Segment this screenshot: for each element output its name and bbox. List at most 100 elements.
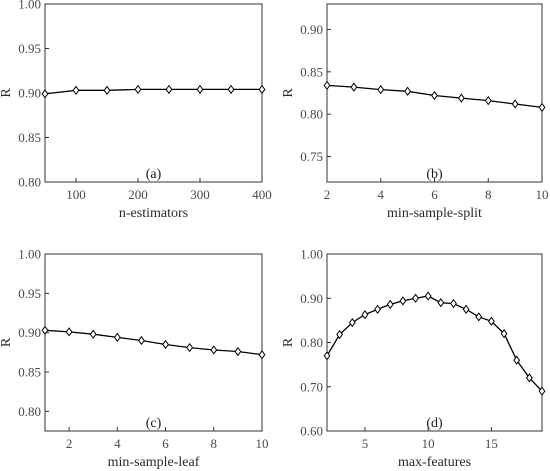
y-tick-label: 1.00 — [18, 247, 41, 262]
y-tick-label: 0.70 — [300, 379, 323, 394]
x-tick-label: 8 — [485, 187, 492, 202]
y-tick-label: 0.90 — [18, 325, 41, 340]
y-tick-label: 1.00 — [300, 247, 323, 262]
data-point-marker — [196, 84, 204, 95]
x-tick-label: 200 — [128, 187, 148, 202]
x-axis-title: min-sample-split — [387, 206, 482, 221]
data-point-marker — [323, 80, 331, 91]
data-point-marker — [437, 298, 445, 308]
x-tick-label: 10 — [256, 436, 269, 451]
y-tick-label: 0.85 — [18, 365, 41, 380]
data-point-marker — [134, 84, 142, 95]
y-tick-label: 0.90 — [18, 86, 41, 101]
data-point-marker — [103, 85, 111, 95]
y-tick-label: 0.80 — [18, 404, 41, 419]
data-point-marker — [210, 345, 218, 355]
data-point-marker — [462, 304, 470, 314]
x-tick-label: 2 — [66, 436, 73, 451]
data-point-marker — [234, 346, 242, 357]
series-line — [326, 295, 543, 392]
x-axis-title: max-features — [398, 455, 471, 470]
data-point-marker — [377, 84, 385, 95]
y-tick-label: 0.60 — [300, 424, 323, 439]
data-point-marker — [450, 298, 457, 309]
chart-panel-3: 2 4 6 8 10 0.80 0.85 0.90 0.95 1.00 (c) min-sample-… — [0, 247, 269, 471]
data-point-marker — [374, 304, 382, 314]
y-tick-label: 0.80 — [300, 335, 323, 350]
data-point-marker — [500, 329, 508, 339]
data-point-marker — [431, 90, 438, 101]
x-tick-label: 400 — [252, 187, 272, 202]
data-point-marker — [386, 299, 394, 310]
data-point-marker — [348, 317, 356, 328]
y-tick-label: 1.00 — [18, 0, 41, 12]
x-tick-label: 15 — [485, 436, 498, 451]
data-point-marker — [412, 293, 419, 303]
x-axis-title: min-sample-leaf — [108, 455, 200, 470]
data-point-marker — [487, 316, 495, 326]
data-point-marker — [424, 291, 432, 301]
y-tick-label: 0.85 — [300, 64, 323, 79]
data-point-marker — [41, 325, 49, 335]
data-point-marker — [457, 93, 465, 103]
data-point-marker — [361, 309, 369, 320]
data-point-marker — [227, 84, 235, 95]
y-tick-label: 0.90 — [300, 291, 323, 306]
data-point-marker — [138, 335, 145, 346]
data-point-marker — [41, 89, 49, 99]
x-tick-label: 6 — [162, 436, 169, 451]
data-point-marker — [65, 327, 73, 337]
data-point-marker — [475, 312, 483, 322]
x-tick-label: 5 — [362, 436, 369, 451]
plot-frame — [44, 3, 263, 183]
x-tick-label: 8 — [211, 436, 218, 451]
y-tick-label: 0.85 — [18, 130, 41, 145]
data-point-marker — [113, 332, 121, 343]
y-tick-label: 0.80 — [300, 107, 323, 122]
x-tick-label: 10 — [422, 436, 435, 451]
data-point-marker — [72, 85, 80, 95]
data-point-marker — [399, 296, 407, 306]
data-point-marker — [404, 86, 412, 96]
y-axis-title: R — [0, 337, 14, 347]
data-point-marker — [350, 82, 358, 92]
chart-panel-2: 2 4 6 8 10 0.75 0.80 0.85 0.90 (b) min-sample-spli… — [281, 3, 549, 221]
x-axis-title: n-estimators — [119, 206, 188, 221]
data-point-marker — [89, 329, 97, 339]
data-point-marker — [258, 84, 266, 95]
data-point-marker — [336, 329, 344, 340]
x-tick-label: 100 — [66, 187, 86, 202]
chart-panel-4: 5 10 15 0.60 0.70 0.80 0.90 1.00 (d) max-features… — [281, 247, 546, 470]
data-point-marker — [538, 386, 546, 396]
panel-label: (d) — [426, 416, 443, 431]
x-tick-label: 2 — [324, 187, 331, 202]
y-tick-label: 0.80 — [18, 175, 41, 190]
y-tick-label: 0.90 — [300, 22, 323, 37]
x-tick-label: 10 — [536, 187, 549, 202]
series-line — [44, 88, 262, 95]
series-line — [44, 329, 263, 356]
chart-panel-1: 100 200 300 400 0.80 0.85 0.90 0.95 1.00 (a) n-est… — [0, 0, 272, 221]
plot-frame — [326, 253, 543, 432]
data-point-marker — [165, 84, 173, 95]
y-tick-label: 0.95 — [18, 41, 41, 56]
x-tick-label: 300 — [190, 187, 210, 202]
y-axis-title: R — [0, 88, 14, 98]
y-tick-label: 0.75 — [300, 149, 323, 164]
x-tick-label: 4 — [378, 187, 385, 202]
x-tick-label: 4 — [114, 436, 121, 451]
data-point-marker — [538, 102, 546, 113]
x-tick-label: 6 — [431, 187, 438, 202]
panel-label: (a) — [146, 167, 162, 182]
data-point-marker — [323, 351, 331, 361]
data-point-marker — [513, 355, 521, 365]
data-point-marker — [162, 339, 169, 350]
y-axis-title: R — [281, 337, 296, 347]
panel-label: (b) — [426, 167, 443, 182]
y-tick-label: 0.95 — [18, 286, 41, 301]
plot-frame — [44, 253, 263, 432]
data-point-marker — [258, 350, 266, 360]
data-point-marker — [511, 99, 519, 109]
data-point-marker — [186, 342, 194, 353]
